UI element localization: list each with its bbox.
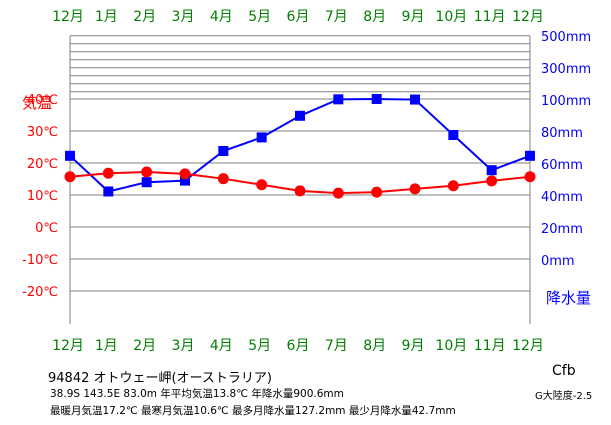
precipitation-tick-label: 40mm <box>541 190 583 205</box>
precipitation-point <box>103 186 114 197</box>
month-label-bottom: 12月 <box>52 338 84 354</box>
series <box>64 94 536 199</box>
precipitation-point <box>180 175 190 186</box>
month-label-top: 4月 <box>210 9 233 25</box>
climate-code: Cfb <box>552 363 576 379</box>
month-label-bottom: 2月 <box>133 338 156 354</box>
month-label-bottom: 9月 <box>402 338 425 354</box>
precipitation-tick-label: 20mm <box>541 222 583 237</box>
temperature-point <box>102 167 114 179</box>
temperature-point <box>409 183 421 195</box>
temperature-point <box>217 173 229 185</box>
station-title: 94842 オトウェー岬(オーストラリア) <box>48 371 272 386</box>
precipitation-point <box>486 165 497 176</box>
temperature-point <box>64 171 76 183</box>
climate-note: G大陸度-2.5 <box>535 391 593 402</box>
temperature-point <box>141 166 153 178</box>
temperature-point <box>256 179 268 191</box>
precipitation-point <box>525 150 535 161</box>
temperature-point <box>294 185 306 197</box>
precipitation-tick-label: 80mm <box>541 126 583 141</box>
temperature-point <box>332 187 344 199</box>
precipitation-point <box>410 94 420 105</box>
month-label-top: 5月 <box>248 9 271 25</box>
month-label-top: 11月 <box>474 9 506 25</box>
precipitation-tick-label: 300mm <box>541 62 591 77</box>
precipitation-tick-label: 100mm <box>541 94 591 109</box>
precipitation-axis-title: 降水量 <box>546 289 591 307</box>
tick-labels: 12月 12月 1月 1月 2月 2月 3月 3月 4月 4月 5月 5月 6月 6月 7月 7月 8月 8月 9月… <box>22 9 591 354</box>
precipitation-point <box>65 150 75 161</box>
precipitation-point <box>448 130 459 140</box>
month-label-bottom: 11月 <box>474 338 506 354</box>
temperature-point <box>486 175 498 187</box>
month-label-top: 1月 <box>95 9 118 25</box>
temperature-tick-label: -20℃ <box>22 285 58 300</box>
temperature-tick-label: 10℃ <box>27 189 58 204</box>
precipitation-tick-label: 0mm <box>541 254 575 269</box>
month-label-bottom: 8月 <box>363 338 386 354</box>
station-info-line2: 最暖月気温17.2℃ 最寒月気温10.6℃ 最多月降水量127.2mm 最少月降… <box>50 405 456 417</box>
precipitation-tick-label: 500mm <box>541 30 591 45</box>
month-label-top: 9月 <box>402 9 425 25</box>
month-label-bottom: 12月 <box>512 338 544 354</box>
month-label-top: 6月 <box>287 9 310 25</box>
temperature-point <box>371 186 383 198</box>
precipitation-point <box>218 146 229 156</box>
precipitation-tick-label: 60mm <box>541 158 583 173</box>
precipitation-point <box>333 94 344 105</box>
station-info-line1: 38.9S 143.5E 83.0m 年平均気温13.8℃ 年降水量900.6m… <box>50 388 344 400</box>
temperature-tick-label: 0℃ <box>35 221 58 236</box>
temperature-tick-label: 20℃ <box>27 157 58 172</box>
month-label-bottom: 6月 <box>287 338 310 354</box>
month-label-top: 2月 <box>133 9 156 25</box>
month-label-top: 12月 <box>512 9 544 25</box>
month-label-top: 12月 <box>52 9 84 25</box>
month-label-top: 7月 <box>325 9 348 25</box>
month-label-top: 10月 <box>435 9 467 25</box>
precipitation-point <box>141 177 152 188</box>
temperature-axis-title: 気温 <box>22 94 52 112</box>
temperature-point <box>447 180 459 192</box>
month-label-top: 3月 <box>172 9 195 25</box>
temperature-point <box>524 171 536 183</box>
month-label-bottom: 4月 <box>210 338 233 354</box>
precipitation-point <box>371 94 382 104</box>
month-label-bottom: 7月 <box>325 338 348 354</box>
grid <box>69 35 531 324</box>
temperature-tick-label: 40℃ <box>27 93 58 108</box>
month-label-bottom: 5月 <box>248 338 271 354</box>
month-label-bottom: 10月 <box>435 338 467 354</box>
month-label-bottom: 1月 <box>95 338 118 354</box>
temperature-tick-label: -10℃ <box>22 253 58 268</box>
precipitation-point <box>295 110 305 121</box>
temperature-point <box>179 168 191 180</box>
month-label-bottom: 3月 <box>172 338 195 354</box>
temperature-tick-label: 30℃ <box>27 125 58 140</box>
month-label-top: 8月 <box>363 9 386 25</box>
precipitation-point <box>256 132 267 143</box>
